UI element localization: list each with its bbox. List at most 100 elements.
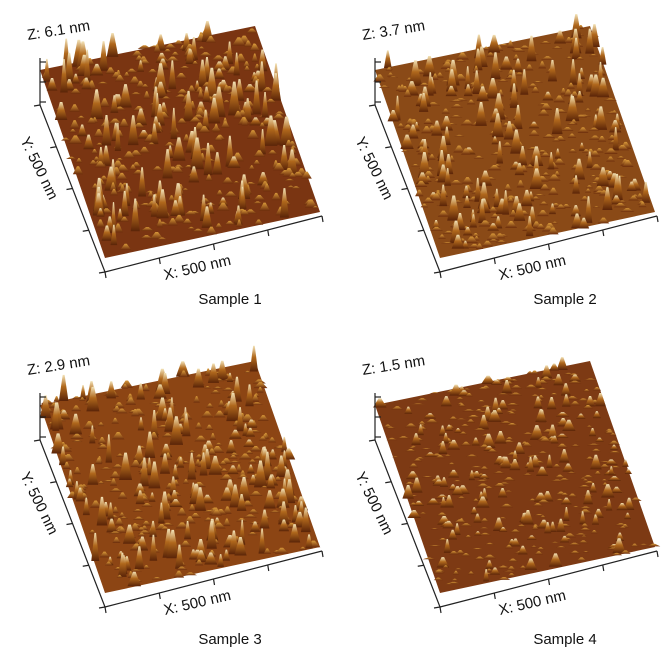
surface-peak	[580, 523, 589, 528]
surface-peak	[111, 432, 125, 440]
surface-peak	[218, 400, 225, 407]
surface-peak	[481, 240, 494, 247]
surface-peak	[442, 230, 455, 234]
surface-peak	[490, 379, 503, 385]
surface-peak	[641, 182, 651, 203]
surface-peak	[589, 182, 600, 185]
surface-peak	[494, 233, 506, 239]
surface-peak	[478, 170, 493, 186]
surface-peak	[179, 540, 192, 547]
surface-peak	[576, 413, 586, 419]
surface-peak	[209, 433, 216, 440]
surface-peak	[539, 438, 552, 442]
surface-peak	[522, 442, 532, 447]
surface-peak	[271, 114, 286, 120]
surface-peak	[206, 403, 214, 408]
surface-peak	[257, 415, 269, 422]
surface-peak	[400, 134, 414, 149]
surface-peak	[575, 56, 584, 60]
surface-peak	[226, 392, 240, 422]
surface-peak	[453, 519, 467, 523]
surface-peak	[75, 158, 83, 163]
surface-peak	[201, 411, 214, 418]
surface-peak	[299, 546, 307, 550]
surface-peak	[140, 235, 153, 239]
surface-peak	[529, 168, 544, 189]
surface-peak	[62, 461, 71, 469]
surface-peak	[168, 60, 177, 90]
surface-peak	[204, 385, 211, 389]
surface-peak	[69, 120, 80, 129]
surface-peak	[583, 378, 598, 381]
surface-peak	[536, 466, 549, 476]
surface-peak	[136, 383, 145, 400]
surface-peak	[570, 444, 580, 447]
surface-peak	[411, 477, 423, 493]
surface-peak	[245, 384, 254, 407]
surface-peak	[66, 156, 77, 160]
surface-peak	[583, 388, 590, 392]
surface-peak	[454, 428, 462, 433]
surface-peak	[452, 570, 460, 575]
surface-peak	[214, 135, 223, 141]
surface-peak	[497, 400, 509, 410]
surface-peak	[503, 184, 512, 191]
surface-peak	[392, 456, 399, 458]
surface-peak	[447, 439, 461, 450]
surface-peak	[391, 406, 404, 410]
surface-peak	[96, 496, 108, 526]
surface-peak	[224, 191, 238, 197]
surface-peak	[537, 395, 545, 399]
surface-peak	[606, 156, 615, 162]
surface-peak	[534, 551, 544, 555]
surface-peak	[484, 486, 494, 489]
surface-peak	[90, 90, 104, 120]
surface-peak	[528, 454, 541, 457]
surface-peak	[123, 72, 130, 77]
surface-peak	[197, 89, 204, 99]
surface-peak	[451, 234, 465, 249]
surface-peak	[498, 517, 508, 519]
surface-peak	[284, 139, 293, 147]
surface-peak	[582, 551, 590, 553]
surface-peak	[415, 457, 425, 460]
surface-peak	[626, 181, 637, 191]
surface-peak	[568, 149, 577, 153]
surface-peak	[185, 48, 195, 65]
surface-peak	[530, 545, 537, 548]
surface-peak	[253, 160, 261, 165]
surface-peak	[536, 387, 548, 390]
surface-peak	[588, 428, 597, 437]
surface-peak	[444, 168, 452, 186]
surface-peak	[193, 396, 200, 403]
surface-peak	[183, 90, 194, 122]
surface-peak	[547, 174, 561, 181]
x-label: X: 500 nm	[162, 252, 232, 284]
surface-peak	[243, 439, 256, 447]
surface-peak	[88, 529, 96, 534]
x-axis-tick	[602, 229, 605, 237]
surface-peak	[628, 195, 639, 201]
surface-peak	[610, 486, 623, 493]
surface-peak	[539, 515, 547, 518]
surface-peak	[173, 40, 184, 45]
surface-peak	[233, 52, 240, 76]
surface-peak	[533, 492, 548, 502]
surface-peak	[179, 66, 191, 69]
surface-peak	[237, 474, 249, 479]
surface-peak	[132, 516, 145, 520]
surface-peak	[217, 554, 224, 567]
surface-peak	[219, 460, 227, 466]
surface-peak	[305, 534, 313, 549]
surface-peak	[510, 129, 523, 154]
surface-peak	[572, 506, 580, 508]
surface-peak	[422, 557, 436, 560]
surface-peak	[448, 529, 458, 540]
surface-peak	[222, 387, 235, 391]
z-label: Z: 3.7 nm	[361, 17, 426, 44]
surface-peak	[506, 422, 519, 426]
surface-peak	[210, 390, 221, 394]
surface-peak	[591, 514, 600, 525]
surface-peak	[596, 167, 610, 187]
surface-peak	[407, 509, 421, 518]
